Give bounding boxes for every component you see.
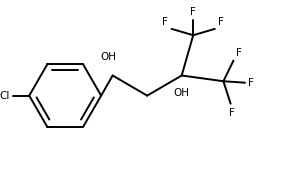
Text: F: F xyxy=(249,78,254,88)
Text: F: F xyxy=(218,17,224,27)
Text: F: F xyxy=(236,48,242,58)
Text: F: F xyxy=(162,17,168,27)
Text: OH: OH xyxy=(174,88,190,98)
Text: F: F xyxy=(190,6,196,17)
Text: OH: OH xyxy=(100,52,116,62)
Text: Cl: Cl xyxy=(0,91,10,101)
Text: F: F xyxy=(229,108,235,118)
